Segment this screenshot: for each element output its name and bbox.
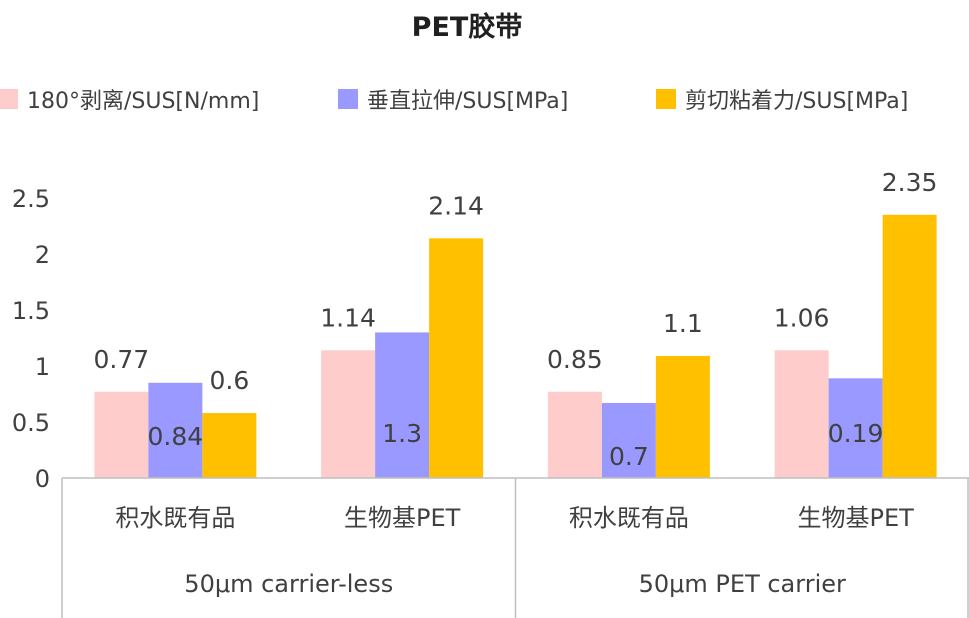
- data-label-series0-cat1: 1.14: [320, 303, 376, 332]
- data-label-series1-cat2: 0.7: [609, 442, 649, 471]
- bar-series0-cat0: [94, 391, 149, 478]
- data-label-series2-cat0: 0.6: [209, 366, 249, 395]
- y-tick-label: 1: [35, 353, 50, 381]
- legend-label-2: 剪切粘着力/SUS[MPa]: [685, 89, 908, 114]
- bar-series1-cat1: [375, 332, 430, 478]
- data-label-series1-cat3: 0.19: [828, 419, 884, 448]
- x-group-label-1: 50μm PET carrier: [639, 570, 846, 598]
- data-label-series1-cat1: 1.3: [382, 419, 422, 448]
- legend-swatch-0: [0, 89, 18, 109]
- x-axis: 积水既有品 生物基PET 积水既有品 生物基PET 50μm carrier-less 5…: [61, 477, 969, 618]
- legend-swatch-2: [656, 89, 676, 109]
- data-label-series0-cat3: 1.06: [774, 303, 830, 332]
- y-tick-label: 2: [35, 241, 50, 269]
- bar-series0-cat1: [321, 350, 376, 478]
- bar-series1-cat2: [601, 402, 656, 478]
- x-group-label-0: 50μm carrier-less: [184, 570, 393, 598]
- bar-series0-cat3: [774, 350, 829, 478]
- data-label-series0-cat0: 0.77: [94, 345, 150, 374]
- bar-series2-cat0: [202, 413, 257, 478]
- bars: [94, 214, 937, 479]
- bar-series0-cat2: [547, 391, 602, 478]
- y-tick-label: 1.5: [12, 297, 50, 325]
- y-tick-label: 0: [35, 465, 50, 493]
- bar-series1-cat0: [148, 382, 203, 478]
- data-label-series0-cat2: 0.85: [547, 345, 603, 374]
- data-label-series2-cat3: 2.35: [882, 168, 938, 197]
- legend-label-1: 垂直拉伸/SUS[MPa]: [367, 89, 568, 114]
- data-label-series1-cat0: 0.84: [148, 422, 204, 451]
- y-tick-label: 0.5: [12, 409, 50, 437]
- bar-series2-cat1: [429, 238, 484, 478]
- legend: 180°剥离/SUS[N/mm] 垂直拉伸/SUS[MPa] 剪切粘着力/SUS[M…: [0, 89, 908, 114]
- data-label-series2-cat2: 1.1: [663, 309, 703, 338]
- bar-series1-cat3: [828, 378, 883, 478]
- x-category-label: 积水既有品: [569, 504, 689, 532]
- x-category-label: 生物基PET: [344, 504, 461, 532]
- chart-title: PET胶带: [412, 11, 523, 43]
- legend-label-0: 180°剥离/SUS[N/mm]: [27, 89, 259, 114]
- data-label-series2-cat1: 2.14: [428, 191, 484, 220]
- bar-series2-cat2: [655, 355, 710, 478]
- x-category-label: 积水既有品: [115, 504, 235, 532]
- legend-swatch-1: [338, 89, 358, 109]
- y-axis: 0 0.5 1 1.5 2 2.5: [12, 185, 50, 493]
- data-labels: 0.77 0.840.6 1.14 1.3 2.14 0.85 0.7 1.1 1.06 0.19…: [94, 168, 938, 471]
- bar-series2-cat3: [882, 214, 937, 479]
- x-category-label: 生物基PET: [797, 504, 914, 532]
- y-tick-label: 2.5: [12, 185, 50, 213]
